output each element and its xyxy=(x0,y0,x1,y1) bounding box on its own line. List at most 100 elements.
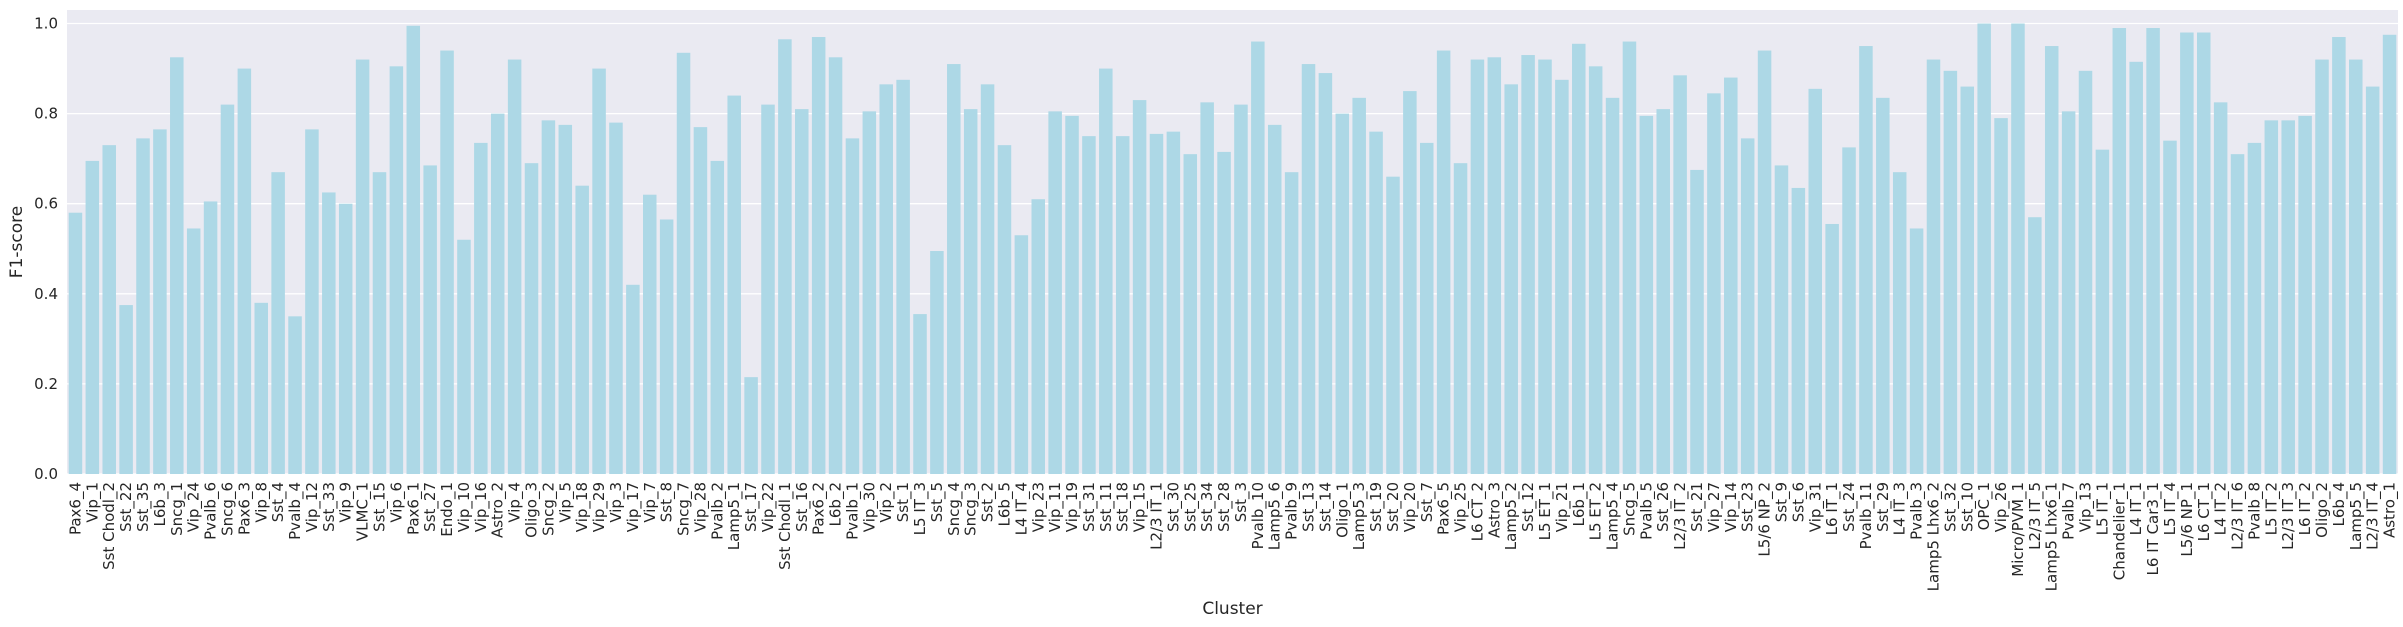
x-tick-label: L2/3 IT_3 xyxy=(2279,482,2298,550)
bar xyxy=(2011,23,2025,475)
bar xyxy=(896,79,910,474)
x-tick-label: Sst_19 xyxy=(1367,482,1386,532)
bars xyxy=(68,23,2397,475)
y-axis-label: F1-score xyxy=(7,206,27,278)
bar xyxy=(1622,41,1637,474)
x-tick-label: Sncg_4 xyxy=(945,482,964,536)
bar xyxy=(1335,113,1350,475)
x-tick-label: Vip_2 xyxy=(877,482,896,523)
bar xyxy=(119,305,133,474)
bar xyxy=(254,302,269,474)
bar xyxy=(305,129,319,474)
x-tick-label: Sst_25 xyxy=(1181,482,1200,532)
x-tick-label: Sst_22 xyxy=(117,482,136,532)
bar xyxy=(1572,43,1586,474)
x-tick-label: Pax6_2 xyxy=(810,482,829,535)
x-tick-label: Sst_32 xyxy=(1941,482,1960,532)
y-tick-labels: 0.0 0.2 0.4 0.6 0.8 1.0 xyxy=(34,15,58,483)
x-tick-label: Sst_21 xyxy=(1688,482,1707,532)
bar xyxy=(1487,57,1502,475)
bar xyxy=(2349,59,2363,474)
y-tick-label: 0.8 xyxy=(34,105,58,123)
bar xyxy=(1419,142,1434,475)
x-tick-label: L2/3 IT_1 xyxy=(1147,482,1166,550)
x-tick-label: Sst_17 xyxy=(742,482,761,532)
bar xyxy=(1048,111,1062,474)
x-tick-label: Sst_24 xyxy=(1840,482,1859,532)
x-tick-label: Sst Chodl_2 xyxy=(100,482,119,570)
bar xyxy=(85,160,100,474)
bar xyxy=(1791,187,1806,474)
bar xyxy=(2365,86,2380,475)
x-tick-label: Sncg_5 xyxy=(1620,482,1639,536)
x-tick-label: L5/6 NP_1 xyxy=(2178,482,2197,557)
y-tick-label: 0.0 xyxy=(34,465,58,483)
bar xyxy=(1132,100,1147,475)
bar xyxy=(474,142,488,475)
bar xyxy=(2028,217,2042,474)
x-tick-label: Pvalb_11 xyxy=(1857,482,1876,549)
bar xyxy=(2264,120,2279,475)
x-tick-label: L6 CT_1 xyxy=(2195,482,2214,541)
x-tick-label: Sst_28 xyxy=(1215,482,1234,532)
bar xyxy=(1318,73,1333,474)
x-tick-label: Lamp5_6 xyxy=(1266,482,1285,550)
bar xyxy=(203,201,218,475)
x-tick-label: L4 IT_2 xyxy=(2212,482,2231,535)
bar xyxy=(963,109,978,474)
bar xyxy=(338,203,353,474)
bar xyxy=(220,104,235,475)
bar xyxy=(1217,151,1231,475)
x-tick-label: Sncg_7 xyxy=(675,482,694,536)
y-tick-label: 0.6 xyxy=(34,195,58,213)
bar xyxy=(1453,163,1468,475)
bar xyxy=(592,68,606,474)
bar xyxy=(153,129,167,474)
bar xyxy=(237,68,252,474)
bar xyxy=(2061,111,2076,474)
x-tick-label: Lamp5_1 xyxy=(725,482,744,550)
bar xyxy=(1352,97,1366,474)
x-tick-label: Oligo_2 xyxy=(2313,482,2332,538)
bar xyxy=(1707,93,1721,474)
plot-background xyxy=(67,10,2398,474)
x-axis-label: Cluster xyxy=(1202,599,1262,619)
x-tick-label: Sst_34 xyxy=(1198,482,1217,532)
x-tick-label: Vip_15 xyxy=(1131,482,1150,532)
x-tick-label: Vip_1 xyxy=(83,482,102,523)
x-tick-label: Vip_14 xyxy=(1722,482,1741,532)
bar xyxy=(727,95,741,475)
x-tick-label: L6b_4 xyxy=(2330,482,2349,526)
bar xyxy=(845,138,860,474)
bar xyxy=(1994,118,2008,474)
bar xyxy=(2196,32,2211,475)
bar xyxy=(2129,61,2143,475)
bar xyxy=(1504,84,1518,475)
bar xyxy=(1149,133,1164,475)
bar xyxy=(1757,50,1772,474)
bar xyxy=(1842,147,1856,474)
bar xyxy=(795,109,809,474)
x-tick-label: Lamp5_5 xyxy=(2347,482,2366,550)
bar xyxy=(558,124,573,475)
x-tick-label: Pvalb_8 xyxy=(2245,482,2264,540)
x-tick-label: Pvalb_6 xyxy=(202,482,221,540)
x-tick-label: Pvalb_1 xyxy=(843,482,862,540)
bar xyxy=(2315,59,2329,474)
bar xyxy=(1960,86,1975,475)
x-tick-label: Pvalb_7 xyxy=(2060,482,2079,540)
bar xyxy=(1470,59,1485,474)
x-tick-label: Sncg_2 xyxy=(539,482,558,536)
bar xyxy=(2180,32,2194,475)
bar xyxy=(1605,97,1620,474)
bar xyxy=(862,111,877,474)
x-tick-label: Pax6_4 xyxy=(66,482,85,535)
bar xyxy=(68,212,83,474)
bar xyxy=(744,377,758,474)
bar xyxy=(676,52,691,475)
x-tick-label: Vip_10 xyxy=(455,482,474,532)
x-tick-label: Pvalb_10 xyxy=(1249,482,1268,549)
x-tick-label: Sst_3 xyxy=(1232,482,1251,522)
bar xyxy=(1808,88,1823,474)
x-tick-label: Vip_25 xyxy=(1452,482,1471,532)
